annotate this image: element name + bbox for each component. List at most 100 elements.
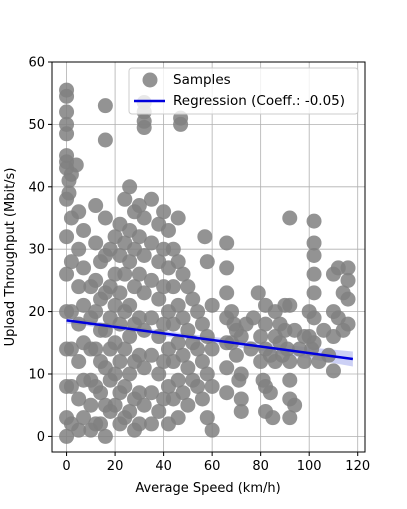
- sample-point: [204, 341, 220, 357]
- sample-point: [122, 366, 138, 382]
- sample-point: [340, 291, 356, 307]
- sample-point: [306, 235, 322, 251]
- y-tick-label: 50: [28, 118, 45, 133]
- sample-point: [282, 410, 298, 426]
- sample-point: [165, 241, 181, 257]
- plot-frame: [51, 61, 366, 453]
- sample-point: [151, 403, 167, 419]
- sample-point: [59, 229, 75, 245]
- sample-point: [131, 385, 147, 401]
- sample-point: [131, 347, 147, 363]
- sample-point: [190, 304, 206, 320]
- sample-point: [71, 354, 87, 370]
- x-tick-label: 0: [62, 459, 70, 474]
- sample-point: [180, 360, 196, 376]
- sample-point: [175, 385, 191, 401]
- x-tick-label: 20: [107, 459, 124, 474]
- sample-point: [97, 210, 113, 226]
- sample-point: [63, 166, 79, 182]
- sample-point: [143, 235, 159, 251]
- sample-point: [204, 378, 220, 394]
- sample-point: [151, 366, 167, 382]
- sample-point: [233, 391, 249, 407]
- sample-point: [258, 316, 274, 332]
- sample-point: [219, 285, 235, 301]
- sample-point: [122, 297, 138, 313]
- regression-line-group: [66, 319, 354, 361]
- sample-point: [180, 397, 196, 413]
- sample-point: [175, 347, 191, 363]
- sample-point: [76, 410, 92, 426]
- sample-point: [170, 254, 186, 270]
- sample-point: [76, 222, 92, 238]
- sample-point: [199, 366, 215, 382]
- sample-point: [71, 279, 87, 295]
- sample-point: [122, 329, 138, 345]
- sample-point: [117, 266, 133, 282]
- sample-point: [76, 372, 92, 388]
- sample-point: [59, 126, 75, 142]
- sample-point: [117, 378, 133, 394]
- sample-point: [76, 335, 92, 351]
- sample-point: [219, 360, 235, 376]
- sample-point: [180, 322, 196, 338]
- sample-point: [59, 104, 75, 120]
- sample-point: [245, 310, 261, 326]
- sample-point: [71, 391, 87, 407]
- sample-point: [131, 266, 147, 282]
- sample-point: [199, 410, 215, 426]
- sample-point: [282, 297, 298, 313]
- sample-point: [160, 222, 176, 238]
- sample-point: [59, 88, 75, 104]
- x-axis-label: Average Speed (km/h): [135, 481, 280, 496]
- sample-point: [59, 378, 75, 394]
- sample-point: [180, 279, 196, 295]
- sample-point: [143, 347, 159, 363]
- sample-point: [282, 372, 298, 388]
- sample-point: [97, 285, 113, 301]
- legend: Samples Regression (Coeff.: -0.05): [128, 67, 359, 115]
- sample-point: [233, 329, 249, 345]
- sample-point: [59, 304, 75, 320]
- sample-point: [194, 391, 210, 407]
- sample-point: [97, 360, 113, 376]
- sample-point: [59, 341, 75, 357]
- sample-point: [165, 279, 181, 295]
- sample-point: [199, 254, 215, 270]
- legend-box: [128, 67, 359, 115]
- sample-point: [97, 247, 113, 263]
- sample-point: [306, 213, 322, 229]
- sample-point: [131, 310, 147, 326]
- sample-point: [233, 366, 249, 382]
- sample-point: [88, 235, 104, 251]
- sample-point: [97, 98, 113, 114]
- sample-point: [306, 247, 322, 263]
- sample-point: [262, 385, 278, 401]
- sample-point: [219, 260, 235, 276]
- sample-point: [131, 229, 147, 245]
- sample-point: [340, 272, 356, 288]
- sample-point: [59, 266, 75, 282]
- sample-point: [97, 132, 113, 148]
- sample-point: [170, 410, 186, 426]
- y-tick-label: 20: [28, 305, 45, 320]
- sample-point: [122, 179, 138, 195]
- sample-point: [136, 247, 152, 263]
- y-axis-label: Upload Throughput (Mbit/s): [3, 168, 18, 347]
- sample-point: [76, 297, 92, 313]
- sample-point: [170, 297, 186, 313]
- sample-point: [224, 304, 240, 320]
- sample-point: [63, 254, 79, 270]
- legend-marker-samples: [142, 72, 158, 88]
- sample-point: [233, 403, 249, 419]
- y-tick-label: 10: [28, 368, 45, 383]
- sample-point: [63, 210, 79, 226]
- x-tick-label: 80: [252, 459, 269, 474]
- y-tick-label: 0: [37, 430, 45, 445]
- sample-point: [143, 385, 159, 401]
- sample-point: [136, 360, 152, 376]
- sample-point: [136, 285, 152, 301]
- sample-point: [71, 241, 87, 257]
- regression-line: [66, 319, 354, 361]
